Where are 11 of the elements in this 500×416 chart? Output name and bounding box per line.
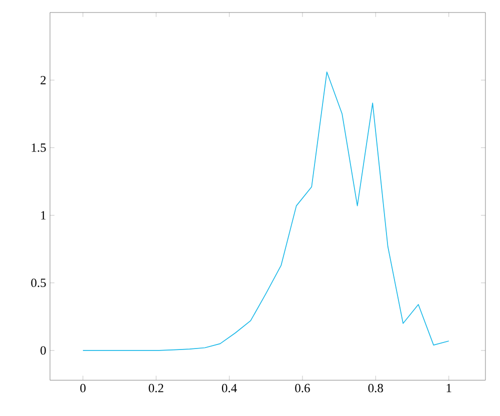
x-tick-label: 1 [446,384,452,392]
y-tick-label: 0 [40,346,46,355]
y-tick-label: 1 [41,211,46,220]
y-tick-label: 2 [40,76,46,84]
x-tick-label: 0 [80,384,86,392]
x-tick-label: 0.2 [148,384,164,393]
y-tick-label: 1.5 [32,144,46,152]
x-tick-label: 0.4 [222,384,237,393]
y-tick-label: 0.5 [31,278,46,288]
x-tick-label: 0.8 [368,384,383,393]
x-tick-label: 0.6 [295,384,310,393]
